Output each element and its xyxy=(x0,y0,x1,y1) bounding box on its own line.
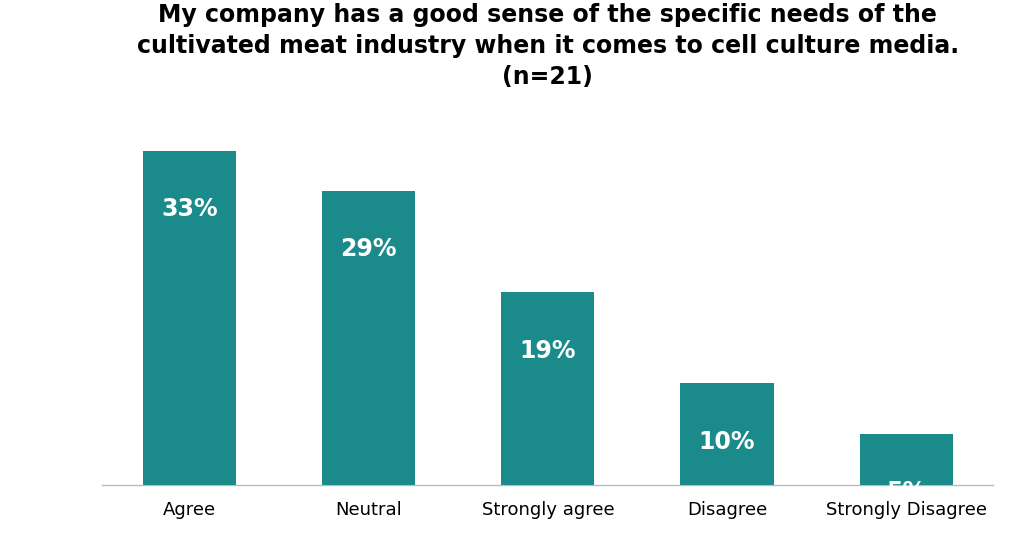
Text: 33%: 33% xyxy=(161,197,218,221)
Text: 10%: 10% xyxy=(698,429,756,453)
Bar xyxy=(502,292,594,485)
Text: 19%: 19% xyxy=(519,339,577,363)
Title: My company has a good sense of the specific needs of the
cultivated meat industr: My company has a good sense of the speci… xyxy=(137,3,958,89)
Bar xyxy=(143,151,237,485)
Bar xyxy=(323,191,416,485)
Bar xyxy=(680,383,773,485)
Text: 5%: 5% xyxy=(886,480,927,504)
Text: 29%: 29% xyxy=(340,237,397,261)
Bar xyxy=(859,434,952,485)
